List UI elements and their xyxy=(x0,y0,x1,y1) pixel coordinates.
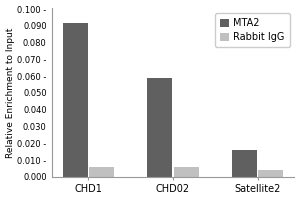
Bar xyxy=(63,23,88,177)
Legend: MTA2, Rabbit IgG: MTA2, Rabbit IgG xyxy=(215,13,290,47)
Bar xyxy=(258,170,284,177)
Bar xyxy=(232,150,257,177)
Bar xyxy=(89,167,114,177)
Bar xyxy=(147,78,172,177)
Y-axis label: Relative Enrichment to Input: Relative Enrichment to Input xyxy=(6,27,15,158)
Bar xyxy=(174,167,199,177)
